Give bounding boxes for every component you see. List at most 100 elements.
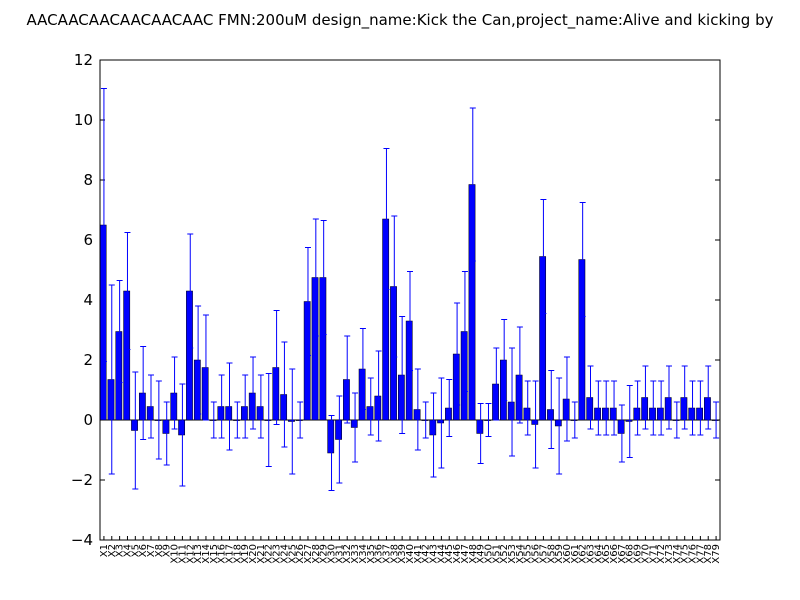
bar-X43: [429, 419, 437, 436]
x-tick-label-X13: X13: [193, 544, 204, 564]
x-tick-label-X57: X57: [538, 544, 549, 564]
x-tick-label-X65: X65: [601, 544, 612, 564]
x-tick-label-X43: X43: [429, 544, 440, 564]
y-tick-label: 4: [83, 291, 93, 309]
x-tick-label-X69: X69: [633, 544, 644, 564]
x-tick-label-X76: X76: [688, 544, 699, 564]
x-tick-label-X14: X14: [201, 544, 212, 564]
bar-X23: [272, 367, 280, 421]
bar-X13: [193, 359, 201, 421]
bar-X44: [437, 419, 444, 424]
bar-X17: [225, 406, 233, 421]
bar-X46: [452, 353, 460, 421]
x-tick-label-X10: X10: [170, 544, 181, 564]
bar-X25: [288, 419, 295, 422]
x-tick-label-X36: X36: [374, 544, 385, 564]
bar-X51: [492, 383, 499, 421]
bar-X41: [413, 409, 421, 421]
bar-X31: [335, 419, 342, 440]
x-tick-label-X45: X45: [444, 544, 455, 564]
bar-X61: [570, 419, 578, 421]
bar-X37: [382, 218, 390, 421]
bar-X12: [186, 290, 193, 421]
x-tick-label-X73: X73: [664, 544, 675, 564]
bar-X64: [594, 407, 601, 421]
bar-X55: [523, 407, 531, 421]
bar-X32: [343, 379, 350, 421]
bar-X18: [233, 419, 240, 421]
bar-X8: [154, 419, 162, 421]
x-tick-label-X56: X56: [531, 544, 542, 564]
bar-X72: [656, 407, 664, 421]
x-tick-label-X8: X8: [154, 544, 165, 557]
bar-X36: [374, 395, 382, 421]
bar-X78: [704, 397, 711, 421]
x-tick-label-X77: X77: [695, 544, 706, 564]
bar-X30: [327, 419, 335, 454]
x-tick-label-X22: X22: [264, 544, 275, 564]
bar-X20: [248, 392, 256, 421]
bar-X38: [390, 286, 397, 421]
bar-X6: [138, 392, 146, 421]
x-tick-label-X18: X18: [232, 544, 243, 564]
x-tick-label-X47: X47: [460, 544, 471, 564]
bar-X19: [241, 406, 248, 421]
x-tick-label-X20: X20: [248, 544, 259, 564]
x-tick-label-X58: X58: [546, 544, 557, 564]
bar-X76: [688, 407, 696, 421]
bar-X68: [625, 419, 633, 422]
bar-X63: [586, 397, 594, 421]
x-tick-label-X64: X64: [593, 544, 604, 564]
plot-frame: [99, 59, 721, 541]
y-tick-label: 0: [83, 411, 93, 429]
bar-X49: [476, 419, 484, 434]
x-tick-label-X15: X15: [209, 544, 220, 564]
x-tick-label-X3: X3: [115, 544, 126, 557]
x-tick-label-X72: X72: [656, 544, 667, 564]
x-tick-label-X37: X37: [381, 544, 392, 564]
bar-X77: [696, 407, 703, 421]
x-tick-label-X44: X44: [436, 544, 447, 564]
plot-area: −4 −2 0 2 4 6 8 10 12 X1X2X3X4X5X6X7X8X9X10X11X12…: [71, 51, 722, 564]
x-tick-label-X54: X54: [515, 544, 526, 564]
bar-X33: [350, 419, 358, 428]
y-tick-label: −2: [71, 471, 93, 489]
x-tick-label-X46: X46: [452, 544, 463, 564]
x-tick-label-X27: X27: [303, 544, 314, 564]
bar-X69: [633, 407, 641, 421]
x-tick-label-X4: X4: [122, 544, 133, 557]
bar-X26: [295, 419, 303, 421]
bar-X59: [554, 419, 562, 427]
bar-X2: [107, 379, 115, 421]
bar-X50: [484, 419, 492, 421]
bar-X14: [201, 367, 209, 421]
bar-X53: [507, 401, 515, 421]
bar-X60: [562, 398, 570, 421]
bar-X67: [617, 419, 625, 434]
bar-X3: [115, 331, 123, 421]
x-tick-label-X66: X66: [609, 544, 620, 564]
y-tick-label: 12: [74, 51, 93, 69]
bar-X56: [531, 419, 539, 425]
y-tick-label: 10: [74, 111, 93, 129]
bar-X27: [303, 301, 311, 421]
bar-X45: [445, 407, 452, 421]
bar-X22: [264, 419, 272, 421]
x-tick-label-X70: X70: [640, 544, 651, 564]
bar-X48: [468, 184, 476, 421]
bar-X58: [547, 409, 554, 421]
x-tick-label-X62: X62: [578, 544, 589, 564]
x-tick-label-X5: X5: [130, 544, 141, 557]
bar-X4: [123, 290, 131, 421]
bar-X24: [280, 394, 288, 421]
bar-X70: [641, 397, 649, 421]
x-tick-label-X2: X2: [107, 544, 118, 557]
bar-X54: [515, 374, 523, 421]
bar-X52: [500, 359, 507, 421]
x-tick-label-X23: X23: [272, 544, 283, 564]
x-tick-label-X39: X39: [397, 544, 408, 564]
x-tick-label-X60: X60: [562, 544, 573, 564]
y-tick-label: 8: [83, 171, 93, 189]
x-tick-label-X74: X74: [672, 544, 683, 564]
x-tick-label-X31: X31: [334, 544, 345, 564]
